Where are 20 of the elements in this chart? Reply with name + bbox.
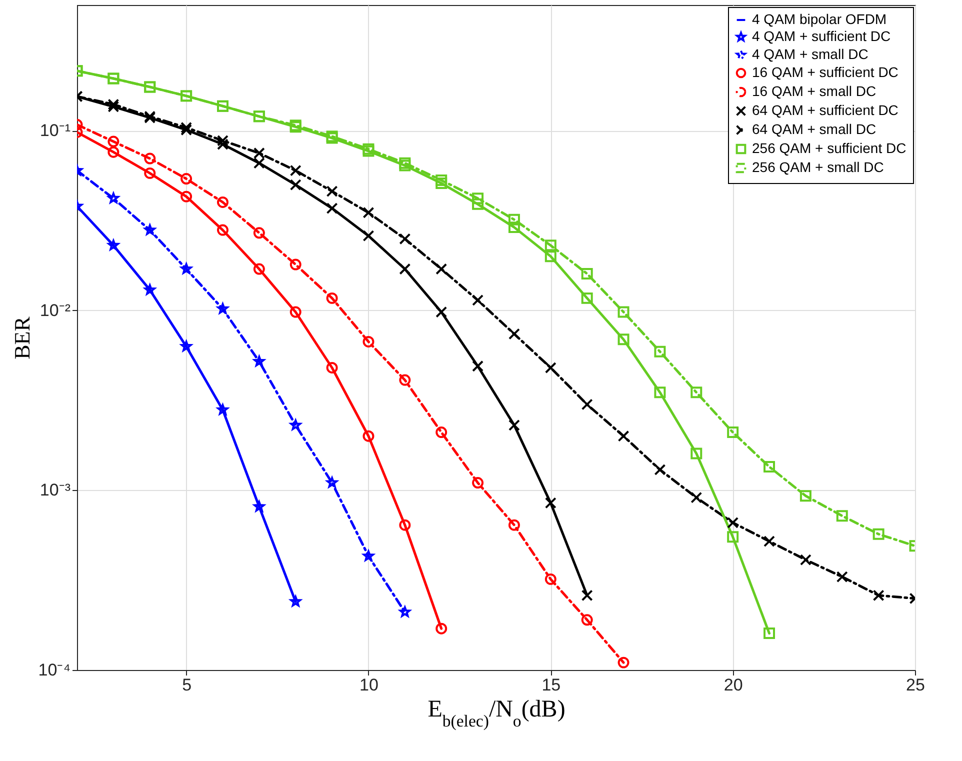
legend-label: 16 QAM + small DC <box>752 83 876 99</box>
legend-label: 4 QAM + small DC <box>752 46 868 62</box>
legend-label: 4 QAM bipolar OFDM <box>752 11 887 27</box>
y-tick-label: 10⁻¹ <box>40 121 71 140</box>
y-tick-label: 10⁻⁴ <box>38 660 70 680</box>
x-tick-label: 25 <box>906 676 925 694</box>
legend-label: 256 QAM + sufficient DC <box>752 140 906 156</box>
legend-label: 64 QAM + small DC <box>752 121 876 137</box>
legend-label: 256 QAM + small DC <box>752 159 884 175</box>
y-tick-label: 10⁻³ <box>40 480 71 500</box>
y-tick-label: 10⁻² <box>40 300 71 320</box>
legend-label: 64 QAM + sufficient DC <box>752 102 898 118</box>
y-axis-title: BER <box>9 316 34 360</box>
x-tick-label: 15 <box>542 676 561 694</box>
legend-label: 16 QAM + sufficient DC <box>752 64 898 80</box>
x-axis-title: E$_{b(elec)}$/N$_{o}$(dB) <box>428 696 566 730</box>
x-tick-label: 10 <box>360 676 378 694</box>
x-tick-label: 20 <box>724 676 743 694</box>
x-tick-label: 5 <box>182 676 192 694</box>
legend-label: 4 QAM + sufficient DC <box>752 28 891 44</box>
